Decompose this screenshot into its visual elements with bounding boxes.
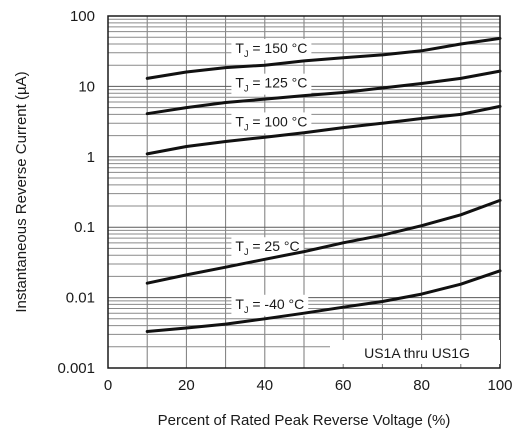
series-label-3: TJ = 100 °C [235, 113, 307, 132]
series-label-value: = -40 °C [248, 296, 304, 312]
x-tick-label: 100 [487, 377, 512, 394]
series-labels: TJ = 150 °CTJ = 125 °CTJ = 100 °CTJ = 25… [235, 40, 307, 315]
x-tick-label: 60 [335, 377, 352, 394]
y-tick-label: 0.1 [74, 219, 95, 236]
series-label-value: = 25 °C [248, 238, 299, 254]
tick-labels: 0 20 40 60 80 100 0.001 0.01 0.1 1 10 100 [57, 8, 512, 394]
note-background [330, 340, 500, 364]
x-tick-label: 40 [256, 377, 273, 394]
series-label-subscript: J [244, 49, 249, 59]
x-axis-title: Percent of Rated Peak Reverse Voltage (%… [158, 412, 451, 429]
label-backgrounds [231, 38, 312, 316]
y-axis-title: Instantaneous Reverse Current (µA) [13, 71, 30, 312]
series-line-2 [145, 69, 502, 116]
series-label-background [231, 38, 312, 60]
series-label-subscript: J [244, 122, 249, 132]
y-tick-label: 100 [70, 8, 95, 25]
series-label-4: TJ = 25 °C [235, 238, 299, 257]
series-label-value: = 100 °C [248, 113, 307, 129]
series-label-symbol: T [235, 238, 244, 254]
series-label-symbol: T [235, 75, 244, 91]
x-tick-label: 80 [413, 377, 430, 394]
series-label-background [231, 294, 309, 316]
series-label-1: TJ = 150 °C [235, 40, 307, 59]
series-label-background [231, 112, 312, 134]
series-lines [145, 36, 502, 333]
y-tick-label: 0.01 [66, 290, 95, 307]
series-label-value: = 150 °C [248, 40, 307, 56]
grid [108, 16, 500, 368]
series-label-symbol: T [235, 296, 244, 312]
x-tick-label: 20 [178, 377, 195, 394]
series-label-2: TJ = 125 °C [235, 75, 307, 94]
series-line-5 [145, 269, 502, 333]
y-tick-label: 0.001 [57, 360, 95, 377]
note-box: US1A thru US1G [330, 340, 500, 364]
series-label-5: TJ = -40 °C [235, 296, 304, 315]
series-line-3 [145, 104, 502, 156]
series-label-symbol: T [235, 40, 244, 56]
series-label-background [231, 73, 312, 95]
series-label-background [231, 237, 304, 259]
series-label-symbol: T [235, 113, 244, 129]
plot-frame [107, 15, 501, 369]
x-tick-label: 0 [104, 377, 112, 394]
series-line-1 [145, 36, 502, 80]
note-text: US1A thru US1G [364, 345, 470, 361]
series-label-subscript: J [244, 247, 249, 257]
series-label-subscript: J [244, 84, 249, 94]
series-label-subscript: J [244, 305, 249, 315]
series-line-4 [145, 198, 502, 285]
series-label-value: = 125 °C [248, 75, 307, 91]
y-tick-label: 1 [87, 149, 95, 166]
y-tick-label: 10 [78, 78, 95, 95]
